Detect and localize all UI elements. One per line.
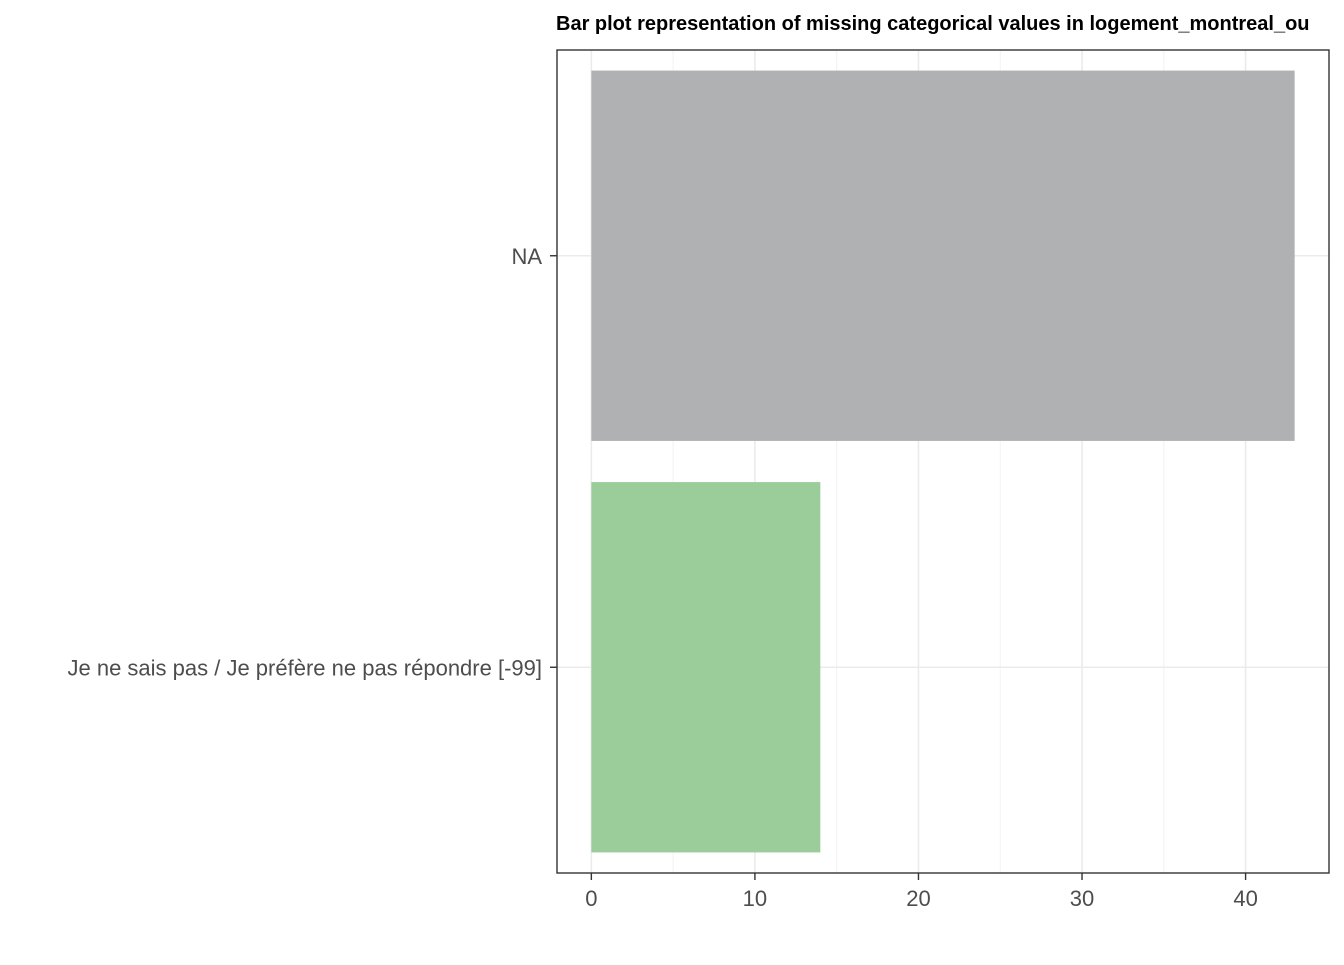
x-tick-label: 10 (743, 886, 767, 911)
x-axis: 0 10 20 30 40 (585, 873, 1258, 911)
bar (591, 482, 821, 853)
chart-title: Bar plot representation of missing categ… (556, 13, 1310, 35)
x-tick-label: 0 (585, 886, 597, 911)
plot-panel-border (556, 49, 1330, 874)
y-axis: NA Je ne sais pas / Je préfère ne pas rép… (67, 244, 557, 680)
x-tick-label: 30 (1070, 886, 1094, 911)
y-tick-label: Je ne sais pas / Je préfère ne pas répon… (67, 655, 542, 680)
x-tick-label: 40 (1233, 886, 1257, 911)
x-tick-label: 20 (906, 886, 930, 911)
bar (591, 70, 1295, 441)
bars (591, 70, 1295, 853)
y-tick-label: NA (511, 244, 542, 269)
